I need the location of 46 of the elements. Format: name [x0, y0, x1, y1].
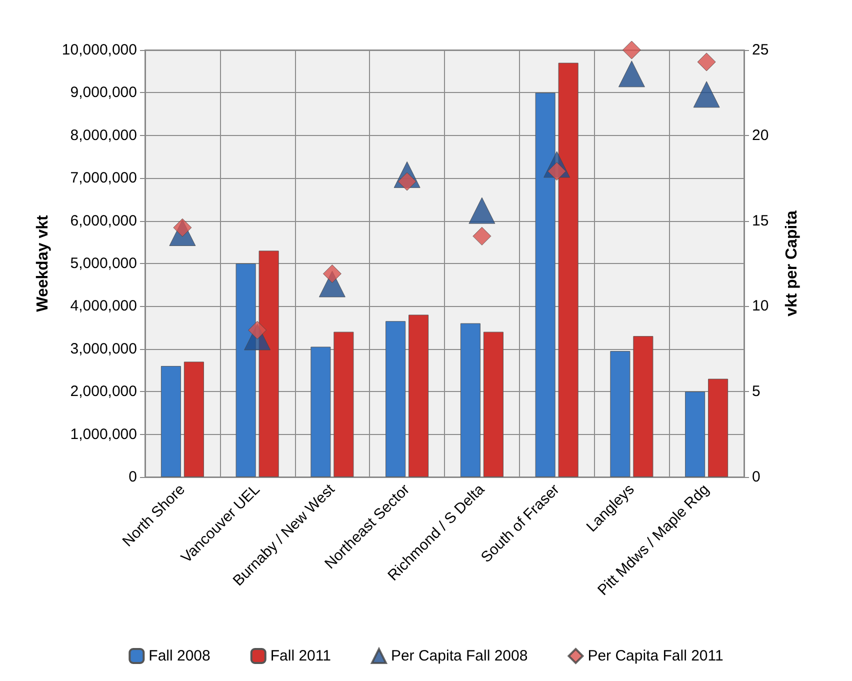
point	[693, 81, 720, 108]
y-tick-label: 9,000,000	[70, 84, 137, 102]
legend-label: Fall 2008	[148, 648, 210, 664]
bar	[184, 362, 204, 477]
y2-tick-label: 20	[752, 126, 769, 144]
y-tick-label: 8,000,000	[70, 126, 137, 144]
point	[618, 60, 645, 88]
legend-label: Per Capita Fall 2008	[390, 648, 528, 664]
bar	[386, 321, 406, 477]
legend-label: Fall 2011	[270, 648, 331, 664]
y-tick-label: 2,000,000	[70, 383, 137, 400]
y-tick-label: 0	[128, 468, 137, 486]
point	[697, 52, 716, 72]
bar	[483, 332, 504, 477]
bar	[236, 264, 256, 477]
y2-tick-label: 0	[752, 468, 760, 486]
bar	[558, 62, 578, 477]
legend-label: Per Capita Fall 2011	[588, 648, 724, 664]
y2-tick-label: 15	[752, 212, 769, 230]
bar	[610, 351, 630, 477]
y2-tick-label: 25	[752, 42, 769, 58]
y-tick-label: 4,000,000	[70, 298, 137, 315]
bar	[535, 92, 556, 477]
y-tick-label: 6,000,000	[70, 212, 137, 230]
point	[468, 197, 496, 224]
point	[322, 264, 342, 283]
point	[472, 226, 492, 246]
bar	[258, 250, 279, 477]
bar	[460, 323, 480, 477]
point	[622, 40, 641, 60]
y-tick-label: 1,000,000	[70, 426, 137, 443]
y-tick-label: 3,000,000	[70, 340, 137, 358]
y2-tick-label: 5	[752, 383, 760, 400]
bar	[334, 332, 354, 477]
y-tick-label: 7,000,000	[70, 170, 137, 187]
y-tick-label: 10,000,000	[62, 42, 137, 58]
y-axis-title: Weekday vkt	[34, 214, 52, 312]
bar	[160, 366, 181, 477]
bar	[408, 314, 429, 477]
bar	[685, 392, 706, 477]
bar	[633, 336, 654, 477]
y-tick-label: 5,000,000	[70, 255, 137, 272]
bar	[310, 346, 331, 477]
y2-tick-label: 10	[752, 298, 769, 315]
bar	[708, 378, 728, 477]
y2-axis-title: vkt per Capita	[784, 210, 800, 316]
